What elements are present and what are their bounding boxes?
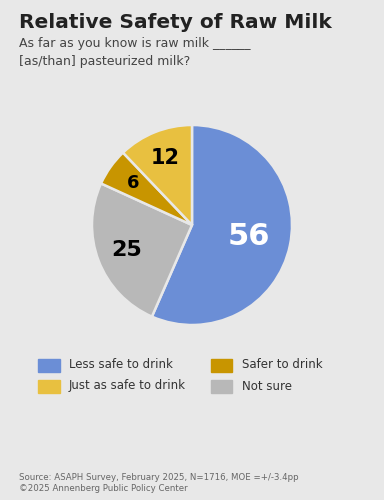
Text: 25: 25 [111, 240, 142, 260]
Text: Safer to drink: Safer to drink [242, 358, 323, 372]
Text: Source: ASAPH Survey, February 2025, N=1716, MOE =+/-3.4pp
©2025 Annenberg Publi: Source: ASAPH Survey, February 2025, N=1… [19, 472, 299, 494]
Wedge shape [123, 125, 192, 225]
Text: Not sure: Not sure [242, 380, 292, 392]
Text: As far as you know is raw milk ______
[as/than] pasteurized milk?: As far as you know is raw milk ______ [a… [19, 38, 251, 68]
Wedge shape [92, 184, 192, 316]
Text: Just as safe to drink: Just as safe to drink [69, 380, 186, 392]
Text: Less safe to drink: Less safe to drink [69, 358, 173, 372]
Text: 6: 6 [127, 174, 140, 192]
Text: 12: 12 [151, 148, 180, 168]
Wedge shape [101, 152, 192, 225]
Text: 56: 56 [228, 222, 270, 252]
Text: Relative Safety of Raw Milk: Relative Safety of Raw Milk [19, 12, 332, 32]
Wedge shape [152, 125, 292, 325]
